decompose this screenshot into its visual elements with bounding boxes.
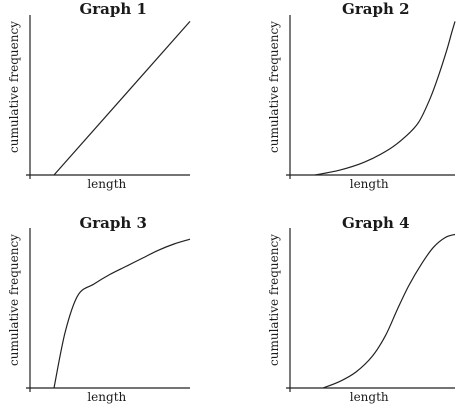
graph-4-panel: Graph 4 cumulative frequency length xyxy=(267,214,456,404)
graph-1-panel: Graph 1 cumulative frequency length xyxy=(7,0,191,191)
graph-3-title: Graph 3 xyxy=(79,214,147,232)
graph-3-ylabel: cumulative frequency xyxy=(7,234,21,366)
graph-4-title: Graph 4 xyxy=(342,214,410,232)
graph-1-series-line xyxy=(53,21,191,176)
graph-4-series-line xyxy=(322,233,456,389)
graph-1-ylabel: cumulative frequency xyxy=(7,21,21,153)
graph-3-axes xyxy=(26,228,190,392)
graph-2-xlabel: length xyxy=(350,177,389,191)
graph-1-xlabel: length xyxy=(87,177,126,191)
graph-1-axes xyxy=(26,15,190,179)
graph-4-axes xyxy=(286,228,455,392)
graph-3-series-line xyxy=(53,238,191,389)
graph-2-title: Graph 2 xyxy=(342,0,410,18)
graph-4-xlabel: length xyxy=(350,390,389,404)
graph-3-xlabel: length xyxy=(87,390,126,404)
graph-1-title: Graph 1 xyxy=(79,0,147,18)
graph-2-series-line xyxy=(314,21,456,176)
graph-2-ylabel: cumulative frequency xyxy=(267,21,281,153)
graph-4-ylabel: cumulative frequency xyxy=(267,234,281,366)
graph-2-panel: Graph 2 cumulative frequency length xyxy=(267,0,456,191)
graph-2-axes xyxy=(286,15,455,179)
graph-3-panel: Graph 3 cumulative frequency length xyxy=(7,214,191,404)
